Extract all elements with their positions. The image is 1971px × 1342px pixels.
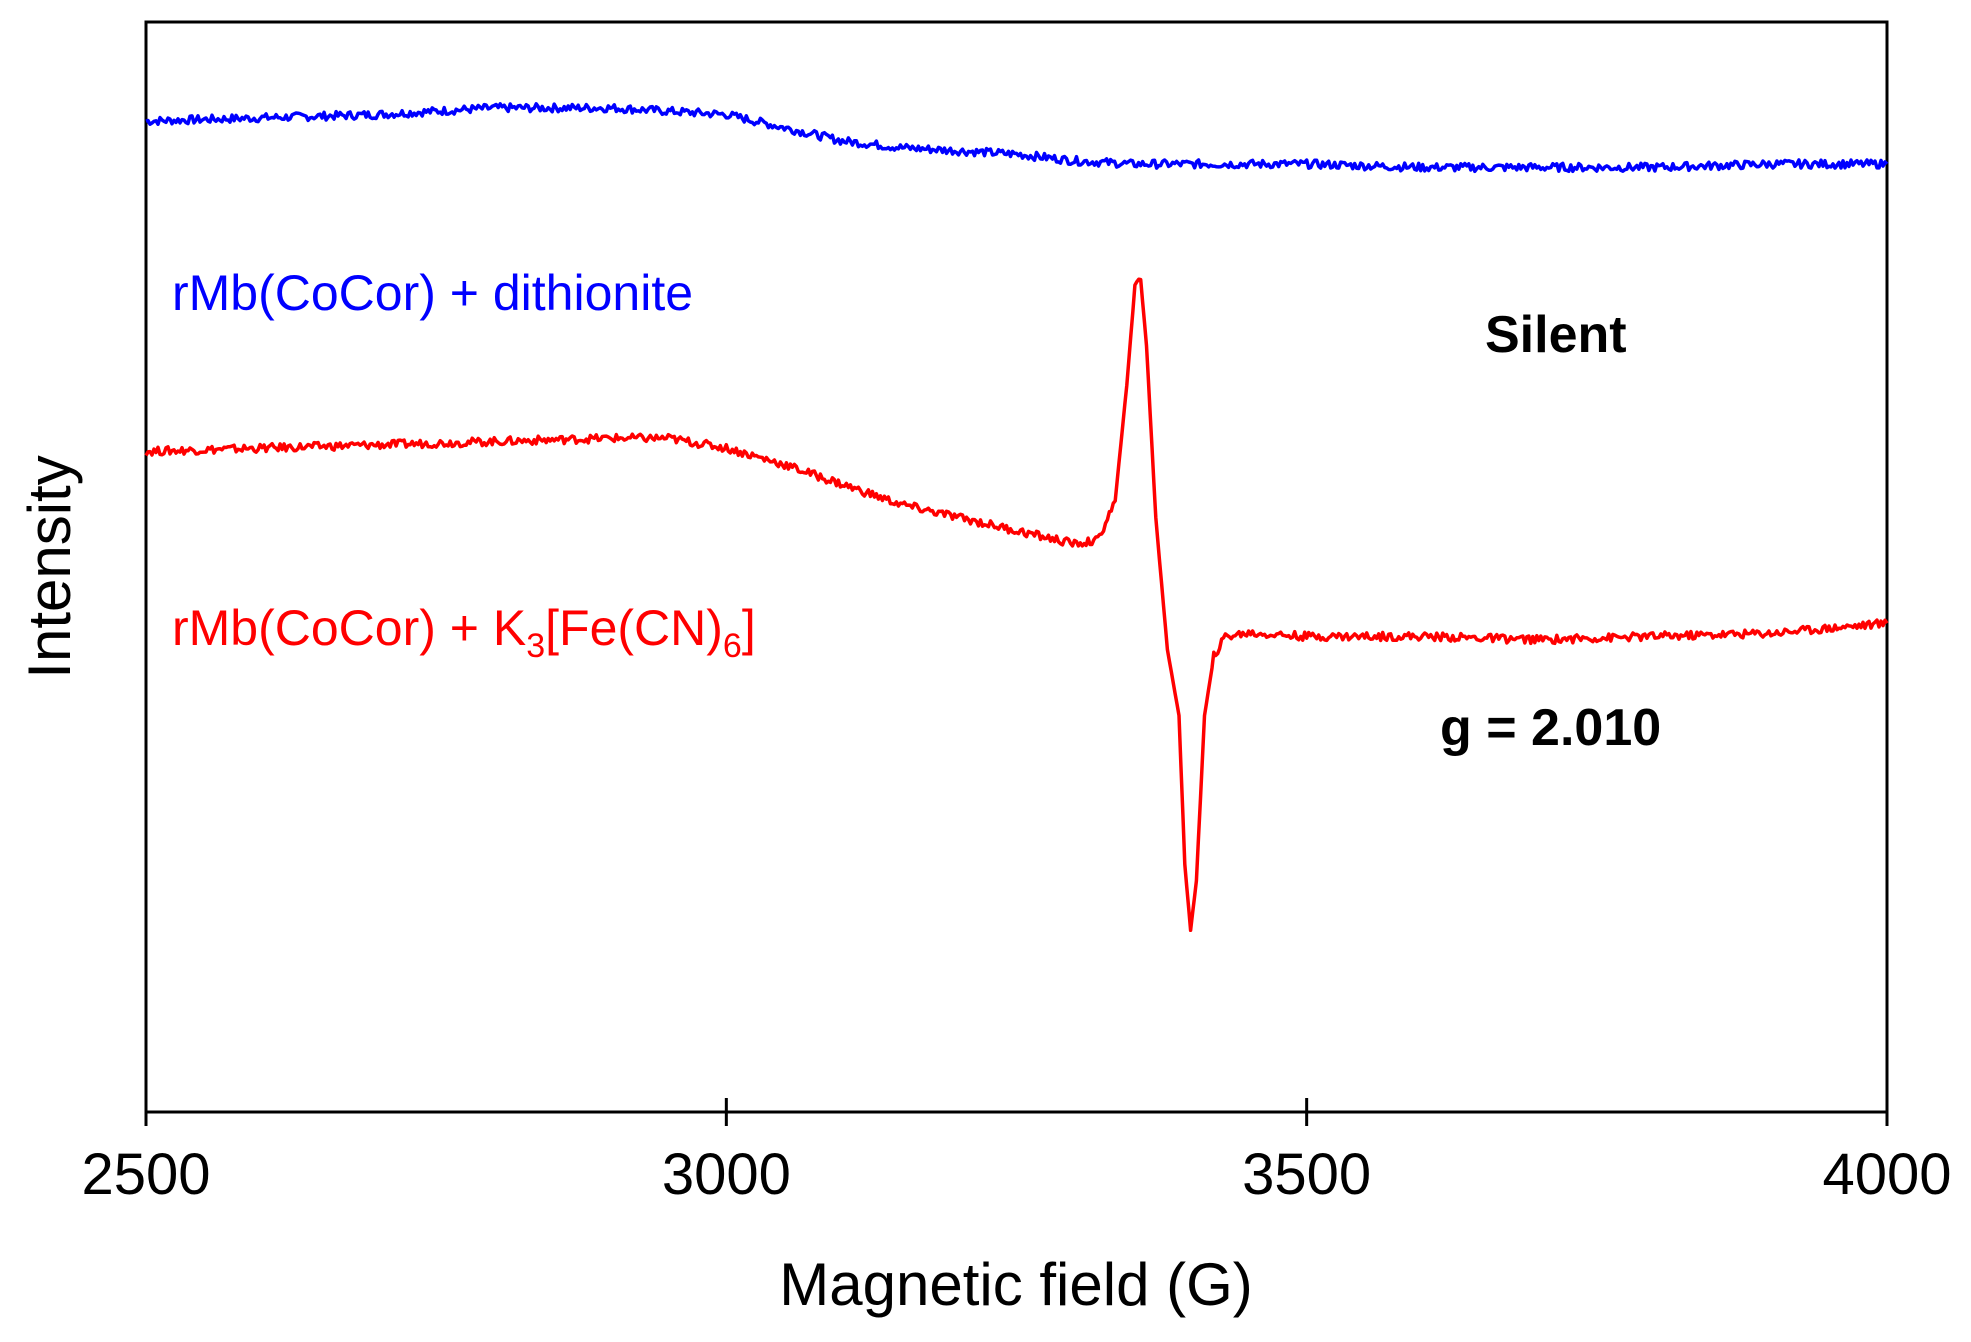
x-axis-tick-labels: 2500 3000 3500 4000: [81, 1142, 1951, 1207]
series-label-ferricyanide: rMb(CoCor) + K3[Fe(CN)6]: [172, 600, 756, 665]
x-axis-ticks: [144, 1098, 1889, 1126]
y-axis-title: Intensity: [16, 455, 83, 678]
series-lines: [144, 102, 1889, 933]
series-label-ferricyanide-end: ]: [742, 600, 756, 656]
series-label-ferricyanide-mid: [Fe(CN): [545, 600, 723, 656]
series-label-ferricyanide-sub2: 6: [723, 627, 742, 665]
series-line-ferricyanide: [144, 277, 1889, 933]
series-label-dithionite: rMb(CoCor) + dithionite: [172, 265, 693, 321]
plot-frame: [144, 20, 1889, 1114]
annotation-silent: Silent: [1485, 306, 1627, 364]
series-label-ferricyanide-main: rMb(CoCor) + K: [172, 600, 526, 656]
x-tick-label-3500: 3500: [1242, 1142, 1371, 1207]
x-tick-label-2500: 2500: [81, 1142, 210, 1207]
series-line-dithionite: [145, 102, 1889, 174]
series-label-ferricyanide-sub1: 3: [526, 627, 545, 665]
x-tick-label-4000: 4000: [1822, 1142, 1951, 1207]
x-tick-label-3000: 3000: [662, 1142, 791, 1207]
annotation-g-value: g = 2.010: [1440, 699, 1661, 757]
x-axis-title: Magnetic field (G): [779, 1251, 1253, 1318]
